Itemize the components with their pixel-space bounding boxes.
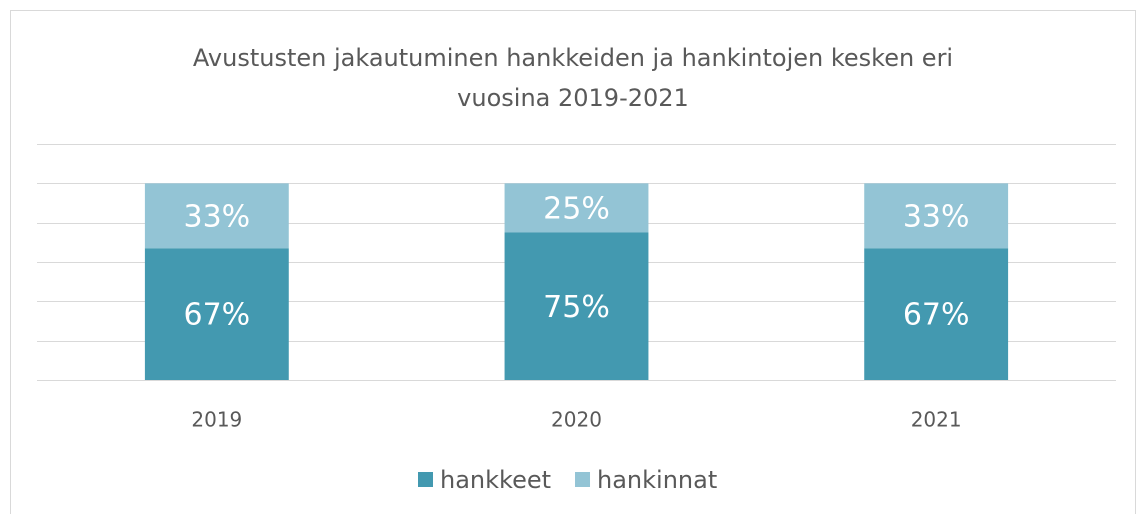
data-label: 33%	[903, 199, 970, 234]
chart-border	[10, 10, 1136, 514]
legend-swatch	[575, 472, 591, 487]
x-tick-label: 2021	[911, 408, 962, 432]
legend-label: hankinnat	[597, 466, 717, 494]
legend-swatch	[418, 472, 433, 487]
data-label: 25%	[543, 191, 610, 226]
data-label: 67%	[183, 298, 250, 333]
x-tick-label: 2020	[551, 408, 602, 432]
x-tick-label: 2019	[191, 408, 242, 432]
data-label: 67%	[903, 298, 970, 333]
bar-segment	[504, 183, 649, 233]
data-label: 75%	[543, 290, 610, 325]
legend-label: hankkeet	[440, 466, 551, 494]
bar-segment	[864, 248, 1009, 380]
data-label: 33%	[183, 199, 250, 234]
bar-segment	[864, 183, 1009, 249]
chart-title: Avustusten jakautuminen hankkeiden ja ha…	[192, 44, 954, 112]
bar-segment	[144, 248, 289, 380]
bar-segment	[144, 183, 289, 249]
bar-segment	[504, 232, 649, 380]
